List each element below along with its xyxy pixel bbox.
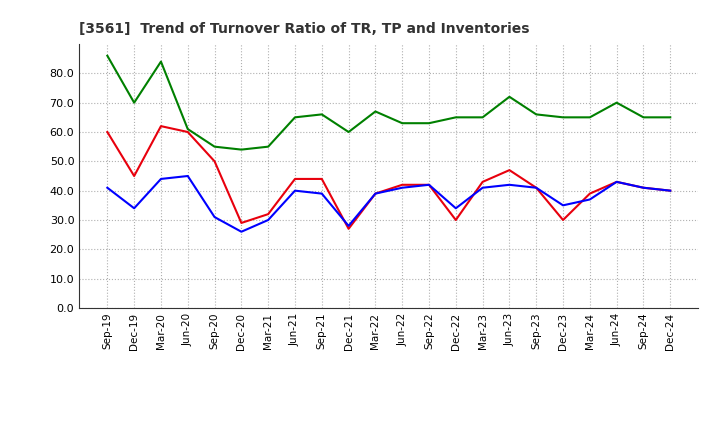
Trade Receivables bbox=[318, 176, 326, 182]
Trade Receivables bbox=[237, 220, 246, 226]
Trade Receivables bbox=[210, 159, 219, 164]
Trade Payables bbox=[371, 191, 379, 196]
Trade Payables bbox=[344, 223, 353, 228]
Trade Receivables bbox=[505, 168, 514, 173]
Trade Receivables bbox=[184, 129, 192, 135]
Trade Receivables bbox=[666, 188, 675, 193]
Trade Payables bbox=[505, 182, 514, 187]
Trade Receivables bbox=[398, 182, 407, 187]
Trade Payables bbox=[451, 205, 460, 211]
Trade Payables bbox=[666, 188, 675, 193]
Trade Receivables bbox=[425, 182, 433, 187]
Inventories bbox=[559, 115, 567, 120]
Trade Receivables bbox=[532, 185, 541, 191]
Inventories bbox=[612, 100, 621, 105]
Trade Payables bbox=[184, 173, 192, 179]
Trade Payables bbox=[291, 188, 300, 193]
Inventories bbox=[210, 144, 219, 149]
Trade Payables bbox=[318, 191, 326, 196]
Trade Receivables bbox=[559, 217, 567, 223]
Trade Payables bbox=[103, 185, 112, 191]
Trade Payables bbox=[157, 176, 166, 182]
Trade Payables bbox=[612, 179, 621, 184]
Trade Receivables bbox=[264, 212, 272, 217]
Trade Payables bbox=[559, 203, 567, 208]
Trade Receivables bbox=[344, 226, 353, 231]
Trade Payables bbox=[237, 229, 246, 235]
Inventories bbox=[157, 59, 166, 64]
Trade Receivables bbox=[639, 185, 648, 191]
Trade Payables bbox=[425, 182, 433, 187]
Trade Receivables bbox=[130, 173, 138, 179]
Trade Receivables bbox=[371, 191, 379, 196]
Inventories bbox=[666, 115, 675, 120]
Inventories bbox=[478, 115, 487, 120]
Trade Payables bbox=[398, 185, 407, 191]
Trade Receivables bbox=[451, 217, 460, 223]
Inventories bbox=[344, 129, 353, 135]
Line: Trade Payables: Trade Payables bbox=[107, 176, 670, 232]
Trade Payables bbox=[130, 205, 138, 211]
Trade Receivables bbox=[157, 124, 166, 129]
Inventories bbox=[451, 115, 460, 120]
Trade Receivables bbox=[291, 176, 300, 182]
Trade Receivables bbox=[585, 191, 594, 196]
Trade Payables bbox=[585, 197, 594, 202]
Trade Payables bbox=[639, 185, 648, 191]
Inventories bbox=[639, 115, 648, 120]
Trade Payables bbox=[532, 185, 541, 191]
Inventories bbox=[371, 109, 379, 114]
Inventories bbox=[291, 115, 300, 120]
Inventories bbox=[237, 147, 246, 152]
Inventories bbox=[184, 126, 192, 132]
Line: Trade Receivables: Trade Receivables bbox=[107, 126, 670, 229]
Trade Receivables bbox=[103, 129, 112, 135]
Line: Inventories: Inventories bbox=[107, 56, 670, 150]
Inventories bbox=[103, 53, 112, 59]
Trade Receivables bbox=[612, 179, 621, 184]
Inventories bbox=[130, 100, 138, 105]
Trade Payables bbox=[264, 217, 272, 223]
Inventories bbox=[425, 121, 433, 126]
Trade Receivables bbox=[478, 179, 487, 184]
Inventories bbox=[264, 144, 272, 149]
Inventories bbox=[585, 115, 594, 120]
Trade Payables bbox=[478, 185, 487, 191]
Inventories bbox=[318, 112, 326, 117]
Inventories bbox=[505, 94, 514, 99]
Text: [3561]  Trend of Turnover Ratio of TR, TP and Inventories: [3561] Trend of Turnover Ratio of TR, TP… bbox=[79, 22, 530, 36]
Inventories bbox=[532, 112, 541, 117]
Trade Payables bbox=[210, 214, 219, 220]
Inventories bbox=[398, 121, 407, 126]
